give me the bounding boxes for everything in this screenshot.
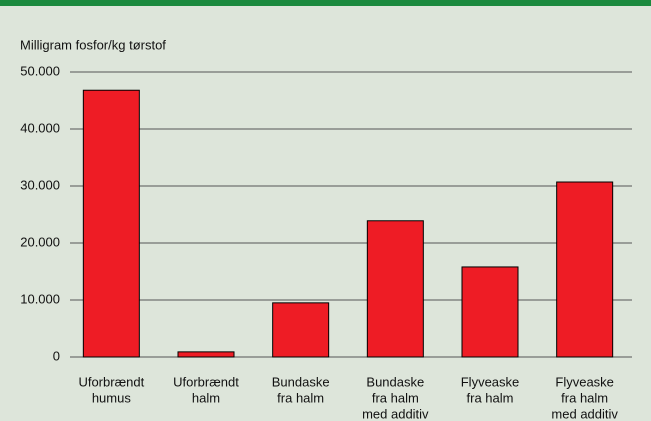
y-tick-label: 40.000 <box>20 120 60 135</box>
x-tick-label: fra halm <box>372 390 419 405</box>
y-tick-label: 50.000 <box>20 63 60 78</box>
x-tick-label: Bundaske <box>366 374 424 389</box>
top-band <box>0 0 651 6</box>
x-tick-label: med additiv <box>551 406 618 421</box>
x-tick-label: Bundaske <box>272 374 330 389</box>
y-tick-label: 0 <box>53 348 60 363</box>
y-tick-label: 30.000 <box>20 177 60 192</box>
x-tick-label: Flyveaske <box>461 374 520 389</box>
y-axis-label: Milligram fosfor/kg tørstof <box>20 37 166 52</box>
x-tick-label: fra halm <box>467 390 514 405</box>
bar <box>177 351 235 358</box>
y-tick-label: 10.000 <box>20 291 60 306</box>
bar <box>272 302 330 358</box>
x-tick-label: fra halm <box>561 390 608 405</box>
x-tick-label: med additiv <box>362 406 429 421</box>
x-tick-label: fra halm <box>277 390 324 405</box>
bar <box>82 89 140 358</box>
y-tick-label: 20.000 <box>20 234 60 249</box>
bar <box>556 181 614 358</box>
bar <box>366 220 424 358</box>
bar <box>461 266 519 358</box>
x-tick-label: Flyveaske <box>555 374 614 389</box>
x-tick-label: humus <box>92 390 132 405</box>
x-tick-label: halm <box>192 390 220 405</box>
x-tick-label: Uforbrændt <box>78 374 144 389</box>
x-tick-label: Uforbrændt <box>173 374 239 389</box>
